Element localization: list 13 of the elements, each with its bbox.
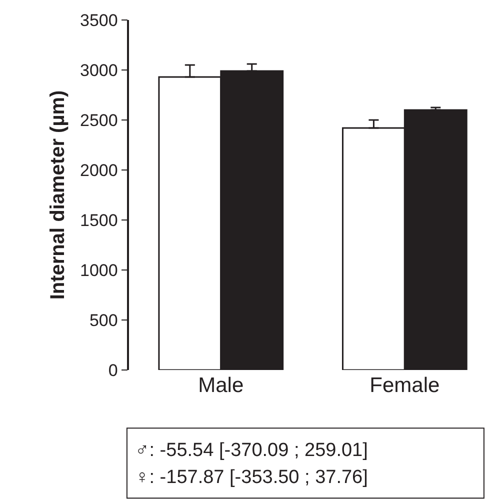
x-tick-label: Female xyxy=(370,374,440,397)
text: ♀: -157.87 [-353.50 ; 37.76] xyxy=(135,467,368,488)
y-tick-label: 2500 xyxy=(80,110,118,130)
y-tick-label: 0 xyxy=(108,360,118,380)
y-tick-label: 3500 xyxy=(80,10,118,30)
y-tick-label: 1500 xyxy=(80,210,118,230)
text: ♂: -55.54 [-370.09 ; 259.01] xyxy=(135,440,368,461)
y-axis-title: Internal diameter (µm) xyxy=(47,90,70,300)
y-tick-label: 2000 xyxy=(80,160,118,180)
x-tick-label: Male xyxy=(198,374,244,397)
y-tick-label: 1000 xyxy=(80,260,118,280)
y-tick-label: 3000 xyxy=(80,60,118,80)
y-tick-label: 500 xyxy=(89,310,118,330)
